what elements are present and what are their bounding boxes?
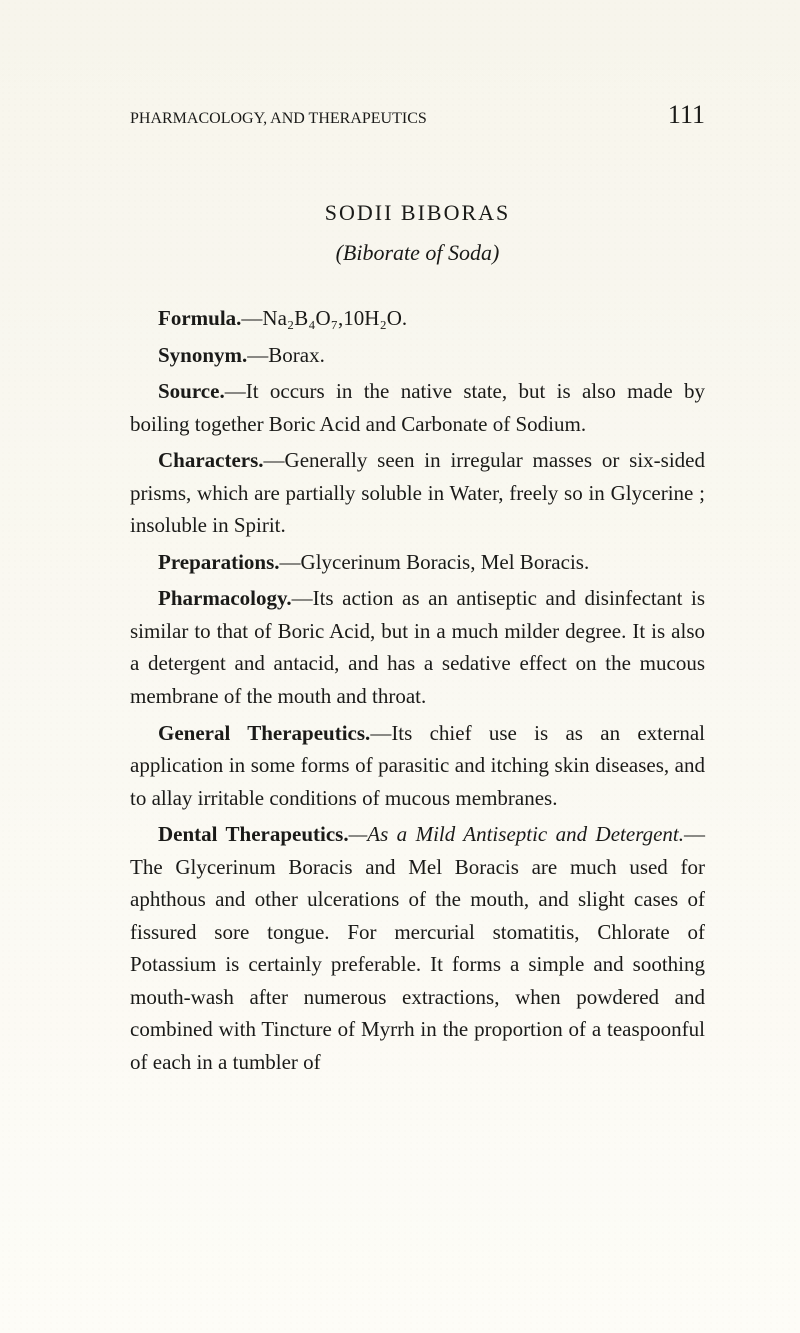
label-preparations: Preparations. (158, 550, 280, 574)
text-preparations: —Glycerinum Boracis, Mel Boracis. (280, 550, 590, 574)
label-source: Source. (158, 379, 225, 403)
label-dental: Dental Therapeutics. (158, 822, 349, 846)
text-synonym: —Borax. (247, 343, 325, 367)
entry-dental-therapeutics: Dental Therapeutics.—As a Mild Antisepti… (130, 818, 705, 1078)
label-pharmacology: Pharmacology. (158, 586, 292, 610)
entry-synonym: Synonym.—Borax. (130, 339, 705, 372)
running-head: PHARMACOLOGY, AND THERAPEUTICS 111 (130, 100, 705, 130)
label-general: General Therapeutics. (158, 721, 370, 745)
entry-general-therapeutics: General Therapeutics.—Its chief use is a… (130, 717, 705, 815)
section-title: SODII BIBORAS (130, 200, 705, 226)
label-characters: Characters. (158, 448, 264, 472)
entry-pharmacology: Pharmacology.—Its action as an antisepti… (130, 582, 705, 712)
label-formula: Formula. (158, 306, 241, 330)
section-subtitle: (Biborate of Soda) (130, 240, 705, 266)
entry-source: Source.—It occurs in the native state, b… (130, 375, 705, 440)
text-formula: —Na₂B₄O₇,10H₂O. (241, 306, 407, 330)
entry-preparations: Preparations.—Glycerinum Boracis, Mel Bo… (130, 546, 705, 579)
emph-dental: —As a Mild Antiseptic and Detergent. (349, 822, 684, 846)
entry-characters: Characters.—Generally seen in irregular … (130, 444, 705, 542)
document-page: PHARMACOLOGY, AND THERAPEUTICS 111 SODII… (0, 0, 800, 1333)
text-dental: —The Glycerinum Boracis and Mel Boracis … (130, 822, 705, 1074)
running-title: PHARMACOLOGY, AND THERAPEUTICS (130, 110, 427, 128)
label-synonym: Synonym. (158, 343, 247, 367)
entry-formula: Formula.—Na₂B₄O₇,10H₂O. (130, 302, 705, 335)
page-number: 111 (668, 100, 705, 130)
